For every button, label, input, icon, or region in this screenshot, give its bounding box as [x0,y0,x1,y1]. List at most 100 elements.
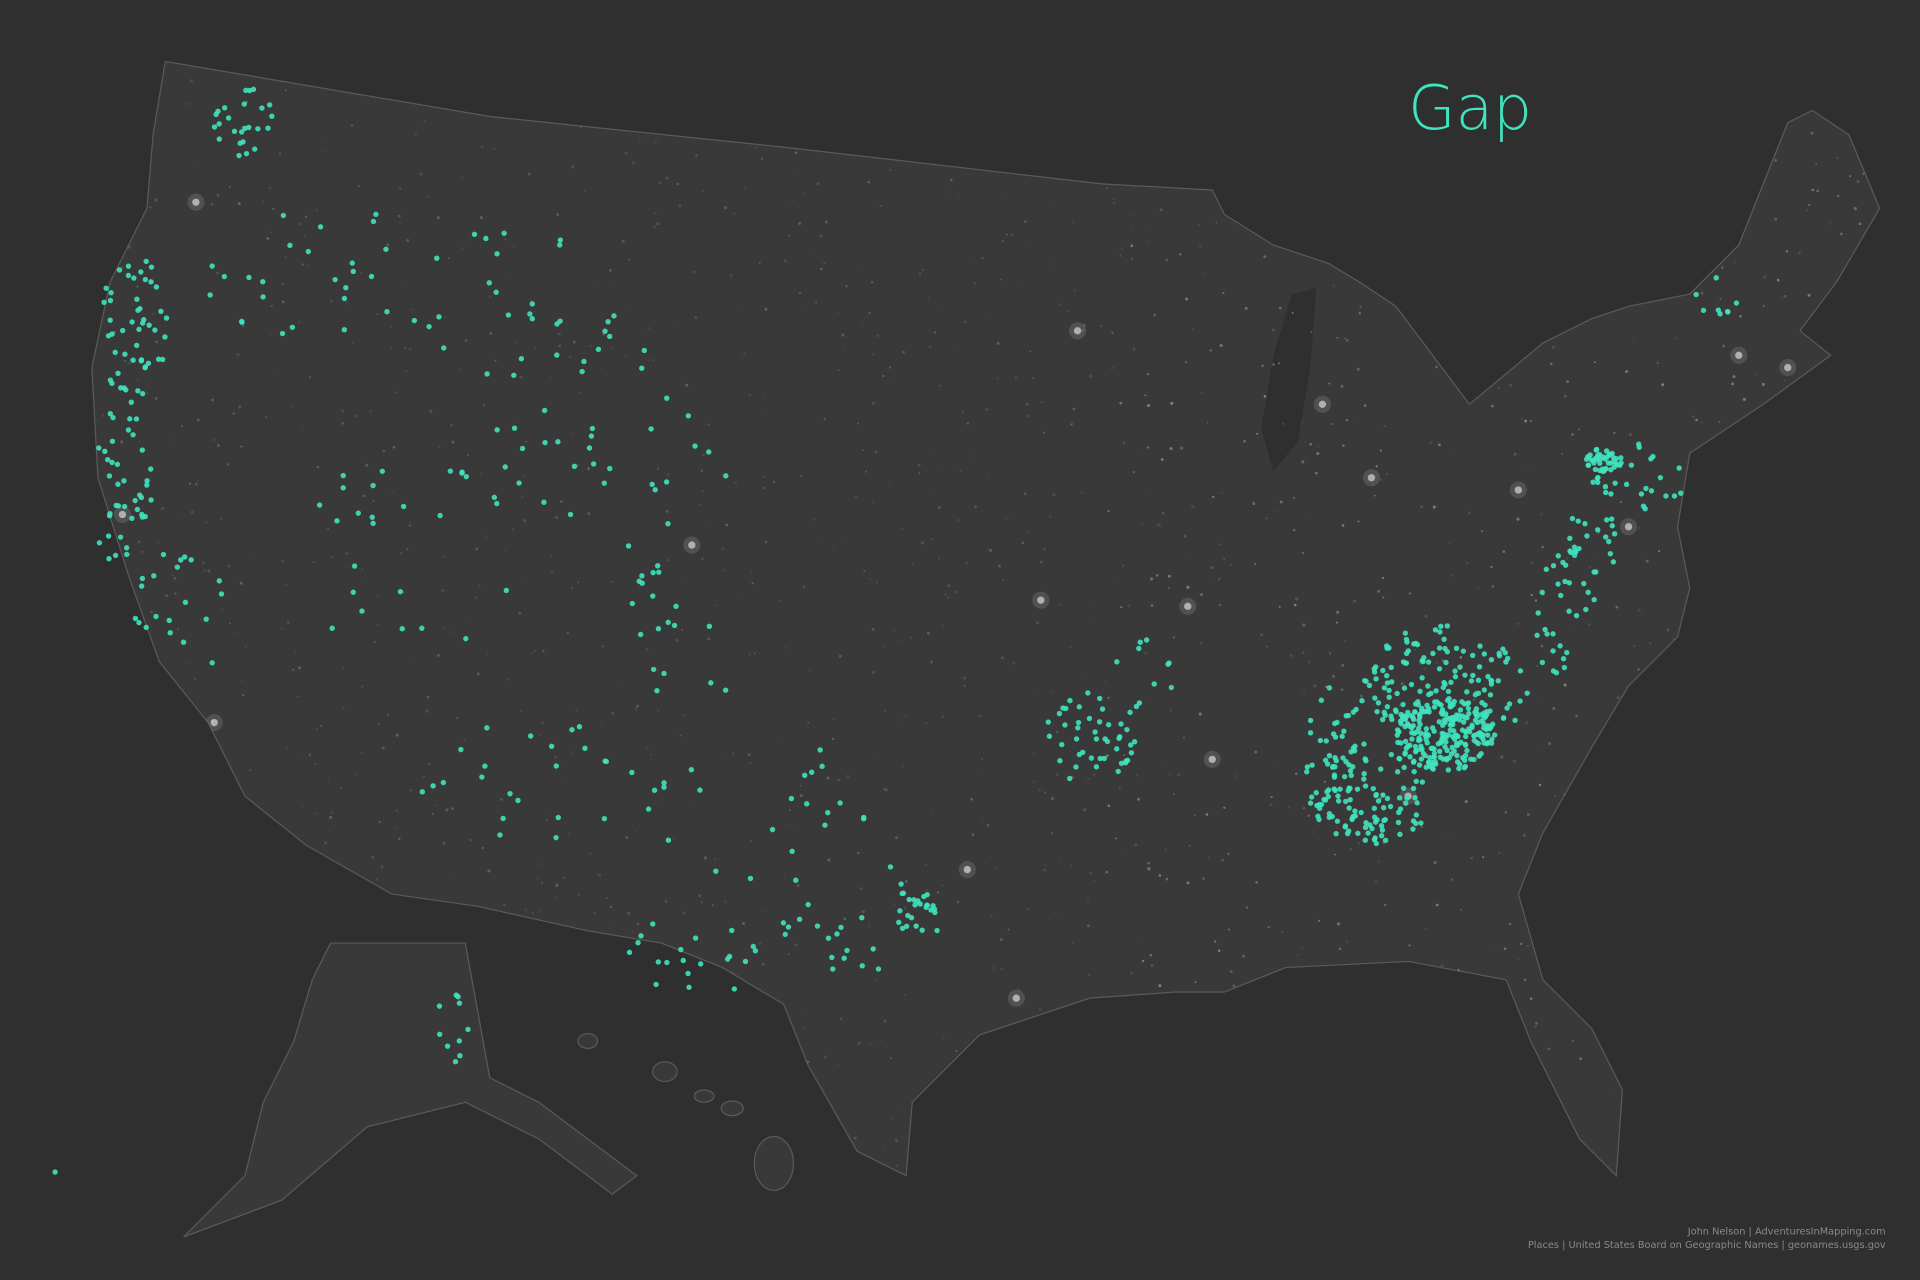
place-light [798,221,802,225]
place-light [876,334,879,338]
place-light [1377,589,1381,593]
gap-place [1413,820,1419,827]
place-light [1438,443,1441,447]
place-light [1476,585,1480,590]
place-light [1571,433,1574,436]
place-light [493,147,496,150]
gap-place [722,687,729,693]
place-light [1341,664,1345,667]
place-light [884,710,887,713]
gap-place [493,289,499,295]
gap-place [636,578,642,584]
place-light [868,924,871,928]
gap-place [130,357,136,363]
place-light [1069,864,1073,868]
city-light [1184,602,1192,610]
place-light [647,326,650,330]
place-light [1862,172,1865,175]
gap-place [1470,652,1476,659]
place-light [991,966,995,970]
place-light [1377,859,1381,863]
place-light [1281,931,1284,934]
place-light [1149,861,1152,864]
place-light [1029,242,1032,245]
gap-place [426,323,432,330]
place-light [114,355,117,358]
place-light [793,169,796,173]
gap-place [708,680,714,686]
place-light [1209,580,1213,583]
place-light [1526,812,1530,816]
place-light [1774,158,1777,162]
gap-place [125,427,132,433]
place-light [742,303,745,306]
place-light [1190,505,1194,509]
gap-place [641,347,648,354]
place-light [1615,605,1619,609]
place-light [1150,964,1154,967]
place-light [1671,634,1674,636]
place-light [1149,953,1153,957]
place-light [909,636,913,639]
gap-place [1056,710,1063,717]
gap-place [1437,754,1443,760]
gap-place [1575,518,1581,524]
gap-place [1131,739,1138,745]
gap-place [1362,824,1369,831]
place-light [1132,348,1136,351]
place-light [404,286,407,289]
place-light [296,695,299,698]
gap-place [370,218,377,225]
place-light [1353,599,1357,603]
gap-place [825,809,831,816]
place-light [1218,543,1221,546]
gap-place [203,616,209,622]
gap-place [742,958,749,965]
gap-place [152,327,158,333]
gap-place [1378,766,1384,772]
place-light [444,315,447,319]
gap-place [118,385,124,391]
gap-place [1418,756,1425,762]
place-light [372,500,375,502]
place-light [1021,541,1025,545]
place-light [1458,451,1460,453]
place-light [632,161,636,165]
gap-place [1326,811,1333,817]
gap-place [1424,702,1430,708]
gap-place [1350,709,1357,715]
place-light [1241,954,1245,958]
gap-place [1608,491,1614,497]
gap-place [1427,754,1433,761]
place-light [284,89,287,92]
gap-place [1436,748,1443,755]
place-light [1119,254,1122,257]
place-light [1127,797,1130,800]
place-light [1596,1141,1598,1143]
place-light [1341,524,1345,527]
gap-place [453,992,459,998]
gap-place [1076,704,1082,710]
place-light [481,846,484,850]
place-light [1312,830,1315,834]
place-light [513,545,515,547]
gap-place [678,946,684,953]
gap-place [629,769,635,776]
place-light [1613,431,1616,434]
place-light [1318,919,1321,922]
gap-place [1133,703,1140,710]
gap-place [340,485,346,491]
place-light [665,176,669,180]
place-light [875,978,878,981]
place-light [284,255,287,258]
gap-place [1608,466,1614,473]
place-light [1517,622,1520,625]
place-light [190,510,194,514]
place-light [371,856,375,859]
place-light [249,768,252,772]
place-light [1205,813,1209,816]
place-light [1840,232,1843,236]
gap-place [436,314,442,320]
place-light [889,168,892,171]
place-light [862,449,865,452]
